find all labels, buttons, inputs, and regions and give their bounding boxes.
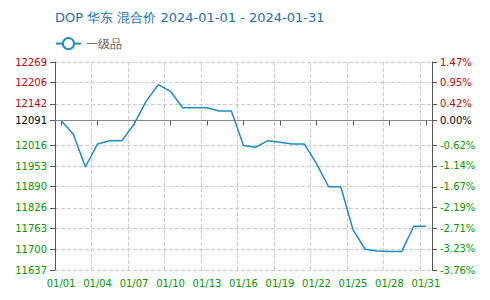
svg-text:-3.23%: -3.23% — [440, 243, 475, 254]
svg-text:-2.19%: -2.19% — [440, 202, 475, 213]
svg-text:11890: 11890 — [15, 181, 47, 192]
svg-text:DOP 华东 混合价 2024-01-01 - 2024-0: DOP 华东 混合价 2024-01-01 - 2024-01-31 — [55, 10, 325, 25]
svg-text:11953: 11953 — [15, 161, 47, 172]
svg-text:11637: 11637 — [15, 265, 47, 276]
svg-text:01/13: 01/13 — [193, 278, 222, 289]
svg-text:01/07: 01/07 — [120, 278, 149, 289]
svg-text:01/31: 01/31 — [412, 278, 441, 289]
svg-text:11700: 11700 — [15, 244, 47, 255]
svg-text:01/19: 01/19 — [266, 278, 295, 289]
svg-text:01/04: 01/04 — [83, 278, 112, 289]
svg-text:12206: 12206 — [15, 77, 47, 88]
svg-text:12016: 12016 — [15, 140, 47, 151]
svg-text:11826: 11826 — [15, 202, 47, 213]
svg-text:12142: 12142 — [15, 98, 47, 109]
svg-text:-3.76%: -3.76% — [440, 265, 475, 276]
svg-text:01/16: 01/16 — [229, 278, 258, 289]
svg-text:12269: 12269 — [15, 57, 47, 68]
svg-text:01/10: 01/10 — [156, 278, 185, 289]
svg-text:01/22: 01/22 — [302, 278, 331, 289]
svg-text:-1.67%: -1.67% — [440, 181, 475, 192]
svg-text:-2.71%: -2.71% — [440, 223, 475, 234]
svg-text:01/28: 01/28 — [375, 278, 404, 289]
svg-text:01/25: 01/25 — [339, 278, 368, 289]
svg-text:01/01: 01/01 — [47, 278, 76, 289]
svg-text:1.47%: 1.47% — [440, 57, 472, 68]
svg-text:-1.14%: -1.14% — [440, 160, 475, 171]
svg-text:0.42%: 0.42% — [440, 98, 472, 109]
svg-text:-0.62%: -0.62% — [440, 140, 475, 151]
svg-text:一级品: 一级品 — [86, 37, 122, 51]
svg-text:0.95%: 0.95% — [440, 77, 472, 88]
svg-text:11763: 11763 — [15, 223, 47, 234]
svg-text:12091: 12091 — [15, 115, 47, 126]
svg-text:0.00%: 0.00% — [440, 115, 472, 126]
